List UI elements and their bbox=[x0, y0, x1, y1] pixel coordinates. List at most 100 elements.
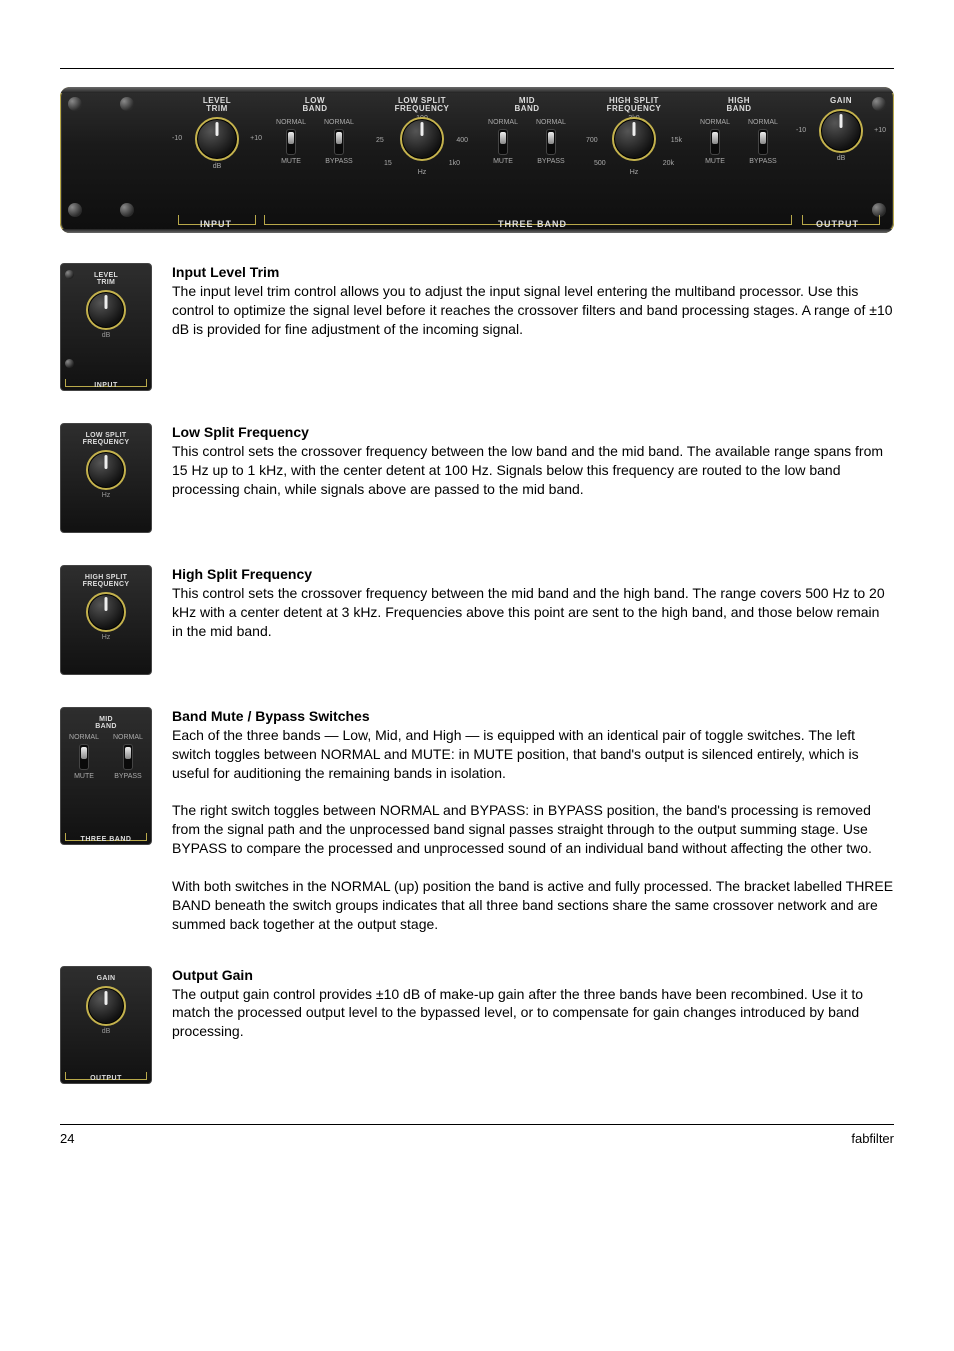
output-title: GAIN bbox=[800, 97, 882, 105]
tick-label: 25 bbox=[376, 137, 384, 144]
switch-label: NORMAL bbox=[113, 734, 143, 741]
switch-label: BYPASS bbox=[325, 158, 353, 165]
tick-label: 15k bbox=[671, 137, 682, 144]
thumb-title: MID BAND bbox=[65, 716, 147, 730]
high-mute-switch[interactable] bbox=[710, 129, 720, 155]
high-band-title: HIGH BAND bbox=[684, 97, 794, 113]
low-mute-switch[interactable] bbox=[286, 129, 296, 155]
input-title: LEVEL TRIM bbox=[176, 97, 258, 113]
thumb-high-split-knob[interactable] bbox=[86, 592, 126, 632]
switch-label: NORMAL bbox=[700, 119, 730, 126]
unit-label: dB bbox=[65, 1028, 147, 1035]
thumb-high-split: HIGH SPLIT FREQUENCY Hz bbox=[60, 565, 152, 675]
screw bbox=[68, 203, 82, 217]
screw bbox=[65, 359, 74, 368]
para-output: Output Gain The output gain control prov… bbox=[172, 966, 894, 1042]
unit-label: Hz bbox=[65, 634, 147, 641]
three-band-label: THREE BAND bbox=[498, 220, 567, 229]
para-title: Output Gain bbox=[172, 967, 253, 983]
footer-brand: fabfilter bbox=[851, 1131, 894, 1146]
input-bracket-label: INPUT bbox=[200, 220, 232, 229]
para-body: With both switches in the NORMAL (up) po… bbox=[172, 878, 893, 932]
para-body: The output gain control provides ±10 dB … bbox=[172, 986, 863, 1040]
low-split-knob[interactable] bbox=[400, 117, 444, 161]
low-split-section: LOW SPLIT FREQUENCY 100 25 400 15 1k0 Hz bbox=[374, 97, 470, 225]
screw bbox=[120, 97, 134, 111]
thumb-output: GAIN dB OUTPUT bbox=[60, 966, 152, 1084]
thumb-input: LEVEL TRIM dB INPUT bbox=[60, 263, 152, 391]
unit-label: dB bbox=[176, 163, 258, 170]
tick-label: 20k bbox=[663, 160, 674, 167]
output-gain-knob[interactable] bbox=[819, 109, 863, 153]
high-band-section: HIGH BAND NORMAL MUTE NORMAL BYPASS bbox=[684, 97, 794, 225]
switch-label: MUTE bbox=[705, 158, 725, 165]
thumb-title: GAIN bbox=[65, 975, 147, 982]
thumb-low-split-knob[interactable] bbox=[86, 450, 126, 490]
rack-panel: LEVEL TRIM -10 +10 dB LOW BAND NORMAL MU… bbox=[60, 87, 894, 233]
switch-label: MUTE bbox=[74, 773, 94, 780]
tick-label: -10 bbox=[796, 127, 806, 134]
thumb-band: MID BAND NORMAL MUTE NORMAL BYPASS THREE… bbox=[60, 707, 152, 845]
input-section: LEVEL TRIM -10 +10 dB bbox=[176, 97, 258, 225]
switch-label: BYPASS bbox=[114, 773, 142, 780]
switch-label: NORMAL bbox=[536, 119, 566, 126]
switch-label: NORMAL bbox=[324, 119, 354, 126]
low-band-title: LOW BAND bbox=[260, 97, 370, 113]
tick-label: 700 bbox=[586, 137, 598, 144]
thumb-bypass-switch[interactable] bbox=[123, 744, 133, 770]
para-high-split: High Split Frequency This control sets t… bbox=[172, 565, 894, 641]
tick-label: 500 bbox=[594, 160, 606, 167]
switch-label: BYPASS bbox=[749, 158, 777, 165]
thumb-mute-switch[interactable] bbox=[79, 744, 89, 770]
para-body: Each of the three bands — Low, Mid, and … bbox=[172, 727, 859, 781]
thumb-title: HIGH SPLIT FREQUENCY bbox=[65, 574, 147, 588]
input-level-knob[interactable] bbox=[195, 117, 239, 161]
switch-label: NORMAL bbox=[748, 119, 778, 126]
para-low-split: Low Split Frequency This control sets th… bbox=[172, 423, 894, 499]
screw bbox=[120, 203, 134, 217]
screw bbox=[65, 270, 74, 279]
thumb-output-knob[interactable] bbox=[86, 986, 126, 1026]
unit-label: dB bbox=[65, 332, 147, 339]
bracket-label: THREE BAND bbox=[61, 836, 151, 843]
switch-label: BYPASS bbox=[537, 158, 565, 165]
unit-label: Hz bbox=[586, 169, 682, 176]
output-section: GAIN -10 +10 dB bbox=[800, 97, 882, 225]
mid-bypass-switch[interactable] bbox=[546, 129, 556, 155]
high-split-title: HIGH SPLIT FREQUENCY bbox=[586, 97, 682, 113]
unit-label: Hz bbox=[374, 169, 470, 176]
tick-label: +10 bbox=[874, 127, 886, 134]
para-body: This control sets the crossover frequenc… bbox=[172, 585, 885, 639]
tick-label: -10 bbox=[172, 135, 182, 142]
para-title: Band Mute / Bypass Switches bbox=[172, 708, 370, 724]
bracket-label: INPUT bbox=[61, 382, 151, 389]
high-split-section: HIGH SPLIT FREQUENCY 3k0 700 15k 500 20k… bbox=[586, 97, 682, 225]
output-bracket-label: OUTPUT bbox=[816, 220, 859, 229]
para-body: The input level trim control allows you … bbox=[172, 283, 893, 337]
thumb-title: LEVEL TRIM bbox=[65, 272, 147, 286]
para-title: Low Split Frequency bbox=[172, 424, 309, 440]
low-split-title: LOW SPLIT FREQUENCY bbox=[374, 97, 470, 113]
thumb-low-split: LOW SPLIT FREQUENCY Hz bbox=[60, 423, 152, 533]
mid-band-title: MID BAND bbox=[472, 97, 582, 113]
screw bbox=[68, 97, 82, 111]
para-title: High Split Frequency bbox=[172, 566, 312, 582]
high-bypass-switch[interactable] bbox=[758, 129, 768, 155]
page-number: 24 bbox=[60, 1131, 74, 1146]
para-body: The right switch toggles between NORMAL … bbox=[172, 802, 872, 856]
high-split-knob[interactable] bbox=[612, 117, 656, 161]
thumb-title: LOW SPLIT FREQUENCY bbox=[65, 432, 147, 446]
switch-label: MUTE bbox=[493, 158, 513, 165]
para-title: Input Level Trim bbox=[172, 264, 279, 280]
tick-label: 15 bbox=[384, 160, 392, 167]
para-input: Input Level Trim The input level trim co… bbox=[172, 263, 894, 339]
low-bypass-switch[interactable] bbox=[334, 129, 344, 155]
tick-label: 400 bbox=[456, 137, 468, 144]
para-band: Band Mute / Bypass Switches Each of the … bbox=[172, 707, 894, 934]
unit-label: dB bbox=[800, 155, 882, 162]
mid-band-section: MID BAND NORMAL MUTE NORMAL BYPASS bbox=[472, 97, 582, 225]
switch-label: NORMAL bbox=[488, 119, 518, 126]
mid-mute-switch[interactable] bbox=[498, 129, 508, 155]
thumb-input-knob[interactable] bbox=[86, 290, 126, 330]
para-body: This control sets the crossover frequenc… bbox=[172, 443, 883, 497]
